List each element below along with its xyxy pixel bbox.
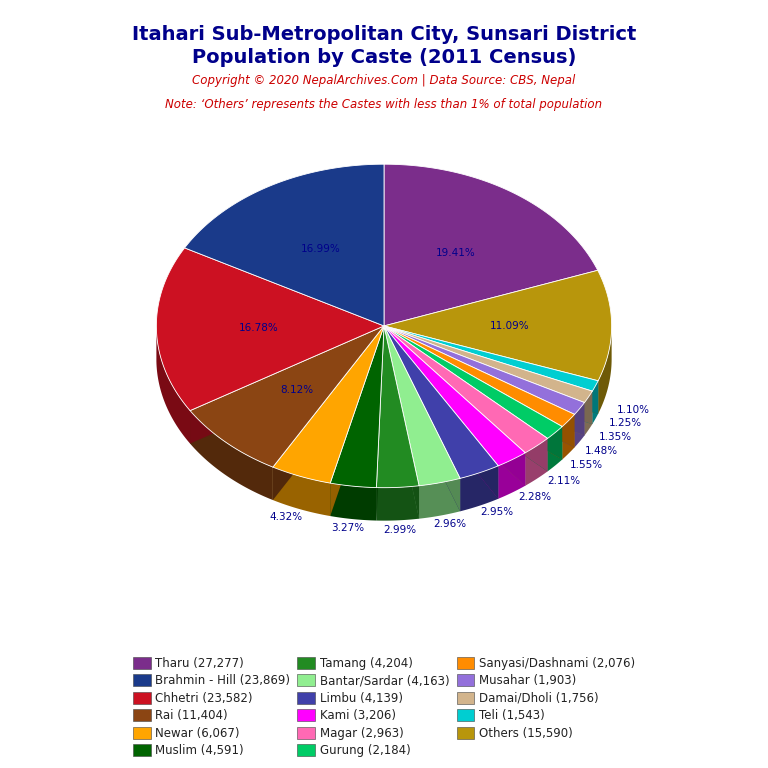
Polygon shape <box>419 478 460 518</box>
Polygon shape <box>384 326 584 415</box>
Text: 16.78%: 16.78% <box>239 323 279 333</box>
Polygon shape <box>384 164 598 326</box>
Polygon shape <box>384 326 598 391</box>
Polygon shape <box>592 381 598 424</box>
Text: Copyright © 2020 NepalArchives.Com | Data Source: CBS, Nepal: Copyright © 2020 NepalArchives.Com | Dat… <box>192 74 576 87</box>
Polygon shape <box>384 326 592 402</box>
Polygon shape <box>190 326 384 467</box>
Text: 1.48%: 1.48% <box>585 445 618 455</box>
Polygon shape <box>376 326 384 521</box>
Polygon shape <box>384 326 562 439</box>
Polygon shape <box>157 248 384 411</box>
Text: Itahari Sub-Metropolitan City, Sunsari District: Itahari Sub-Metropolitan City, Sunsari D… <box>132 25 636 44</box>
Polygon shape <box>273 326 384 483</box>
Polygon shape <box>384 326 598 414</box>
Text: 2.95%: 2.95% <box>480 508 513 518</box>
Polygon shape <box>384 326 574 426</box>
Polygon shape <box>157 329 190 444</box>
Polygon shape <box>273 326 384 500</box>
Text: 1.35%: 1.35% <box>598 432 631 442</box>
Text: 3.27%: 3.27% <box>331 523 364 533</box>
Polygon shape <box>384 326 598 414</box>
Polygon shape <box>384 326 498 498</box>
Polygon shape <box>384 326 525 485</box>
Polygon shape <box>273 467 330 516</box>
Polygon shape <box>330 326 384 516</box>
Text: Note: ‘Others’ represents the Castes with less than 1% of total population: Note: ‘Others’ represents the Castes wit… <box>165 98 603 111</box>
Polygon shape <box>384 326 419 518</box>
Polygon shape <box>190 326 384 444</box>
Text: 19.41%: 19.41% <box>435 248 475 258</box>
Polygon shape <box>384 326 548 472</box>
Polygon shape <box>384 326 419 518</box>
Polygon shape <box>384 326 592 424</box>
Polygon shape <box>498 453 525 498</box>
Polygon shape <box>384 326 592 424</box>
Polygon shape <box>384 326 548 472</box>
Polygon shape <box>376 485 419 521</box>
Text: 2.96%: 2.96% <box>433 519 466 529</box>
Polygon shape <box>460 466 498 511</box>
Polygon shape <box>384 326 574 447</box>
Text: 2.99%: 2.99% <box>384 525 417 535</box>
Polygon shape <box>384 326 498 498</box>
Polygon shape <box>384 326 562 459</box>
Text: 16.99%: 16.99% <box>300 244 340 254</box>
Legend: Tharu (27,277), Brahmin - Hill (23,869), Chhetri (23,582), Rai (11,404), Newar (: Tharu (27,277), Brahmin - Hill (23,869),… <box>128 652 640 762</box>
Text: 2.11%: 2.11% <box>548 475 581 485</box>
Polygon shape <box>384 326 562 459</box>
Text: 1.10%: 1.10% <box>617 405 650 415</box>
Polygon shape <box>574 402 584 447</box>
Polygon shape <box>190 326 384 444</box>
Text: 8.12%: 8.12% <box>281 385 314 395</box>
Polygon shape <box>376 326 384 521</box>
Polygon shape <box>525 439 548 485</box>
Text: 4.32%: 4.32% <box>270 511 303 521</box>
Polygon shape <box>330 483 376 521</box>
Polygon shape <box>330 326 384 488</box>
Text: 2.28%: 2.28% <box>518 492 551 502</box>
Polygon shape <box>384 326 460 485</box>
Text: 1.55%: 1.55% <box>569 460 602 470</box>
Polygon shape <box>384 326 574 447</box>
Text: 1.25%: 1.25% <box>609 418 642 428</box>
Polygon shape <box>330 326 384 516</box>
Polygon shape <box>562 415 574 459</box>
Polygon shape <box>384 326 584 435</box>
Polygon shape <box>384 326 460 511</box>
Polygon shape <box>384 326 584 435</box>
Polygon shape <box>384 326 525 466</box>
Polygon shape <box>273 326 384 500</box>
Polygon shape <box>384 326 525 485</box>
Polygon shape <box>376 326 419 488</box>
Polygon shape <box>584 391 592 435</box>
Polygon shape <box>384 270 611 381</box>
Text: Population by Caste (2011 Census): Population by Caste (2011 Census) <box>192 48 576 67</box>
Polygon shape <box>548 426 562 472</box>
Polygon shape <box>184 164 384 326</box>
Polygon shape <box>190 411 273 500</box>
Text: 11.09%: 11.09% <box>489 321 529 331</box>
Polygon shape <box>384 326 548 453</box>
Polygon shape <box>384 326 460 511</box>
Polygon shape <box>384 326 498 478</box>
Polygon shape <box>598 326 611 414</box>
